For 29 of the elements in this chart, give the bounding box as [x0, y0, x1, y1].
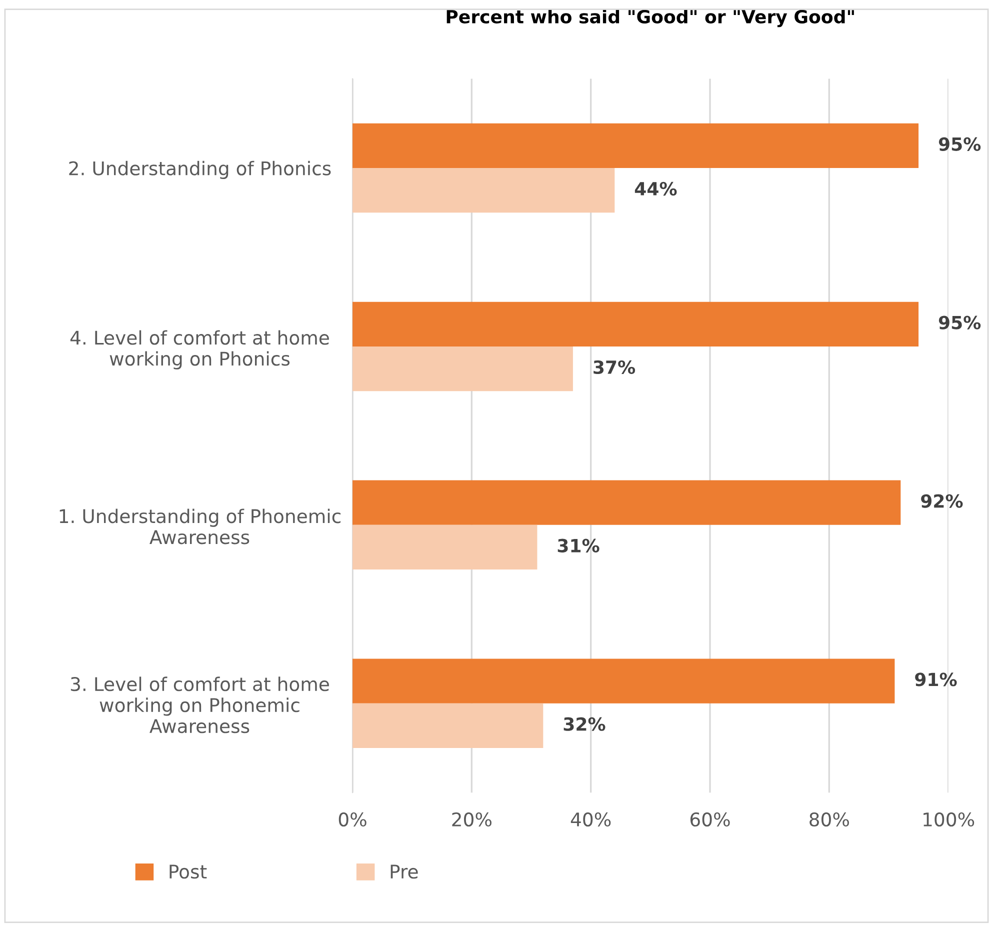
bar	[352, 346, 573, 392]
chart-title: Percent who said "Good" or "Very Good"	[446, 10, 854, 28]
bar	[352, 302, 919, 346]
y-tick-label: 3. Level of comfort at home working on Phonemic Awareness	[70, 676, 329, 734]
x-tick-label: 40%	[570, 812, 611, 827]
bar	[352, 703, 544, 748]
data-label: 95%	[938, 137, 981, 151]
bar	[352, 480, 901, 525]
data-label: 95%	[938, 316, 981, 330]
legend-label: Pre	[390, 864, 418, 879]
data-label: 37%	[594, 360, 636, 374]
x-tick-label: 0%	[338, 812, 366, 827]
data-label: 92%	[921, 494, 963, 508]
x-tick-label: 80%	[810, 812, 849, 827]
x-tick-label: 100%	[924, 812, 974, 827]
y-tick-label: 2. Understanding of Phonics	[69, 160, 331, 180]
y-tick-label: 4. Level of comfort at home working on Phonics	[70, 330, 329, 370]
bar	[352, 658, 895, 704]
data-label: 91%	[915, 672, 957, 686]
x-tick-label: 20%	[452, 812, 492, 827]
bar	[352, 524, 538, 570]
data-label: 32%	[564, 717, 606, 731]
data-label: 31%	[558, 538, 600, 552]
y-tick-label: 1. Understanding of Phonemic Awareness	[60, 508, 340, 544]
legend-label: Post	[170, 864, 207, 879]
x-tick-label: 60%	[690, 812, 730, 827]
data-label: 44%	[634, 182, 677, 196]
bar	[352, 168, 615, 213]
bar	[352, 123, 919, 168]
